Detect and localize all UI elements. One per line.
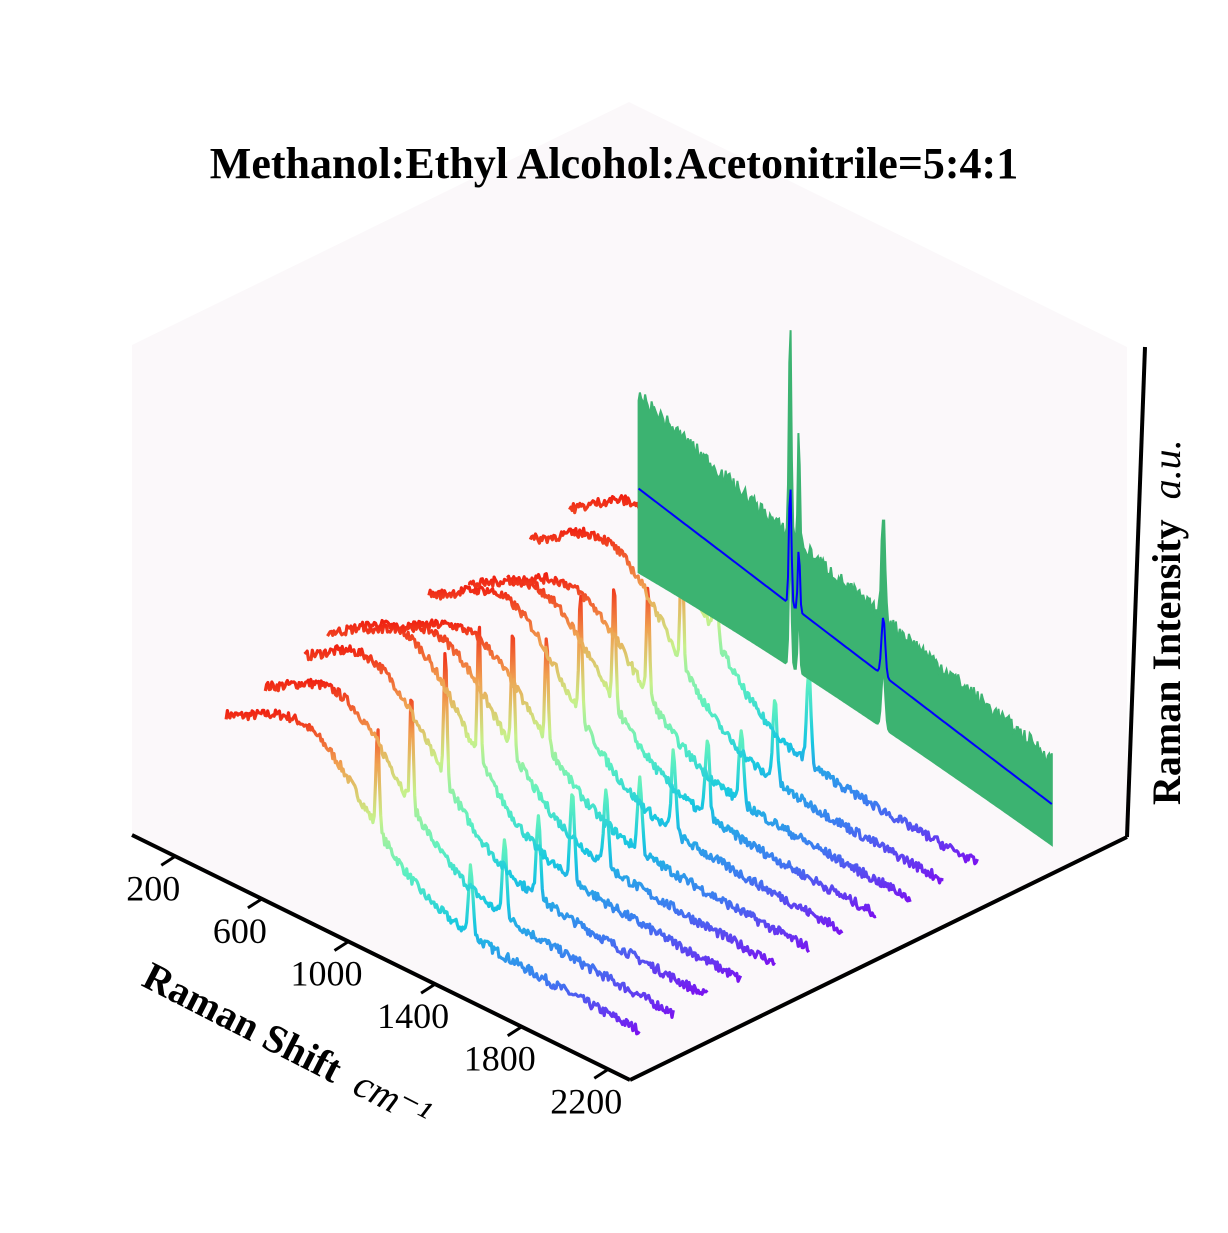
x-tick-mark bbox=[160, 855, 177, 867]
back-pane-left bbox=[132, 102, 629, 835]
x-tick-mark bbox=[247, 897, 263, 910]
spectrum-line bbox=[404, 618, 811, 954]
x-tick-mark bbox=[333, 940, 350, 952]
x-tick-label: 1000 bbox=[291, 954, 363, 994]
x-tick-label: 1400 bbox=[377, 996, 449, 1036]
chart-marks bbox=[172, 330, 1053, 1037]
x-tick-label: 600 bbox=[213, 911, 267, 951]
spectrum-line bbox=[427, 584, 844, 935]
x-tick-mark bbox=[420, 982, 436, 995]
spectrum-line bbox=[467, 575, 877, 919]
spectrum-line bbox=[568, 494, 979, 866]
x-tick-label: 2200 bbox=[550, 1081, 622, 1121]
svg-text:Raman Intensity a.u.: Raman Intensity a.u. bbox=[1144, 439, 1189, 805]
x-axis-label-group: Raman Shift cm⁻¹ bbox=[136, 953, 438, 1137]
y-axis-line bbox=[629, 835, 1128, 1082]
z-axis-label-group: Raman Intensity a.u. bbox=[1144, 439, 1189, 805]
x-axis-unit: cm⁻¹ bbox=[347, 1060, 438, 1136]
x-tick-mark bbox=[593, 1068, 610, 1080]
x-axis-line bbox=[131, 833, 631, 1082]
spectrum-line bbox=[365, 620, 776, 966]
chart-title: Methanol:Ethyl Alcohol:Acetonitrile=5:4:… bbox=[210, 139, 1018, 188]
mean-spectrum-line bbox=[637, 487, 1053, 805]
z-axis-line bbox=[1125, 346, 1147, 838]
z-axis-label: Raman Intensity bbox=[1144, 519, 1189, 805]
x-axis-ticks: 200 600 1000 1400 1800 2200 bbox=[126, 855, 622, 1121]
x-tick-label: 1800 bbox=[464, 1039, 536, 1079]
z-axis-unit: a.u. bbox=[1144, 439, 1189, 499]
svg-text:Raman Shift cm⁻¹: Raman Shift cm⁻¹ bbox=[136, 953, 438, 1137]
spectrum-line bbox=[506, 572, 912, 903]
std-band bbox=[637, 330, 1053, 847]
spectrum-line bbox=[528, 526, 944, 885]
x-tick-mark bbox=[506, 1025, 523, 1037]
x-tick-label: 200 bbox=[126, 868, 180, 908]
